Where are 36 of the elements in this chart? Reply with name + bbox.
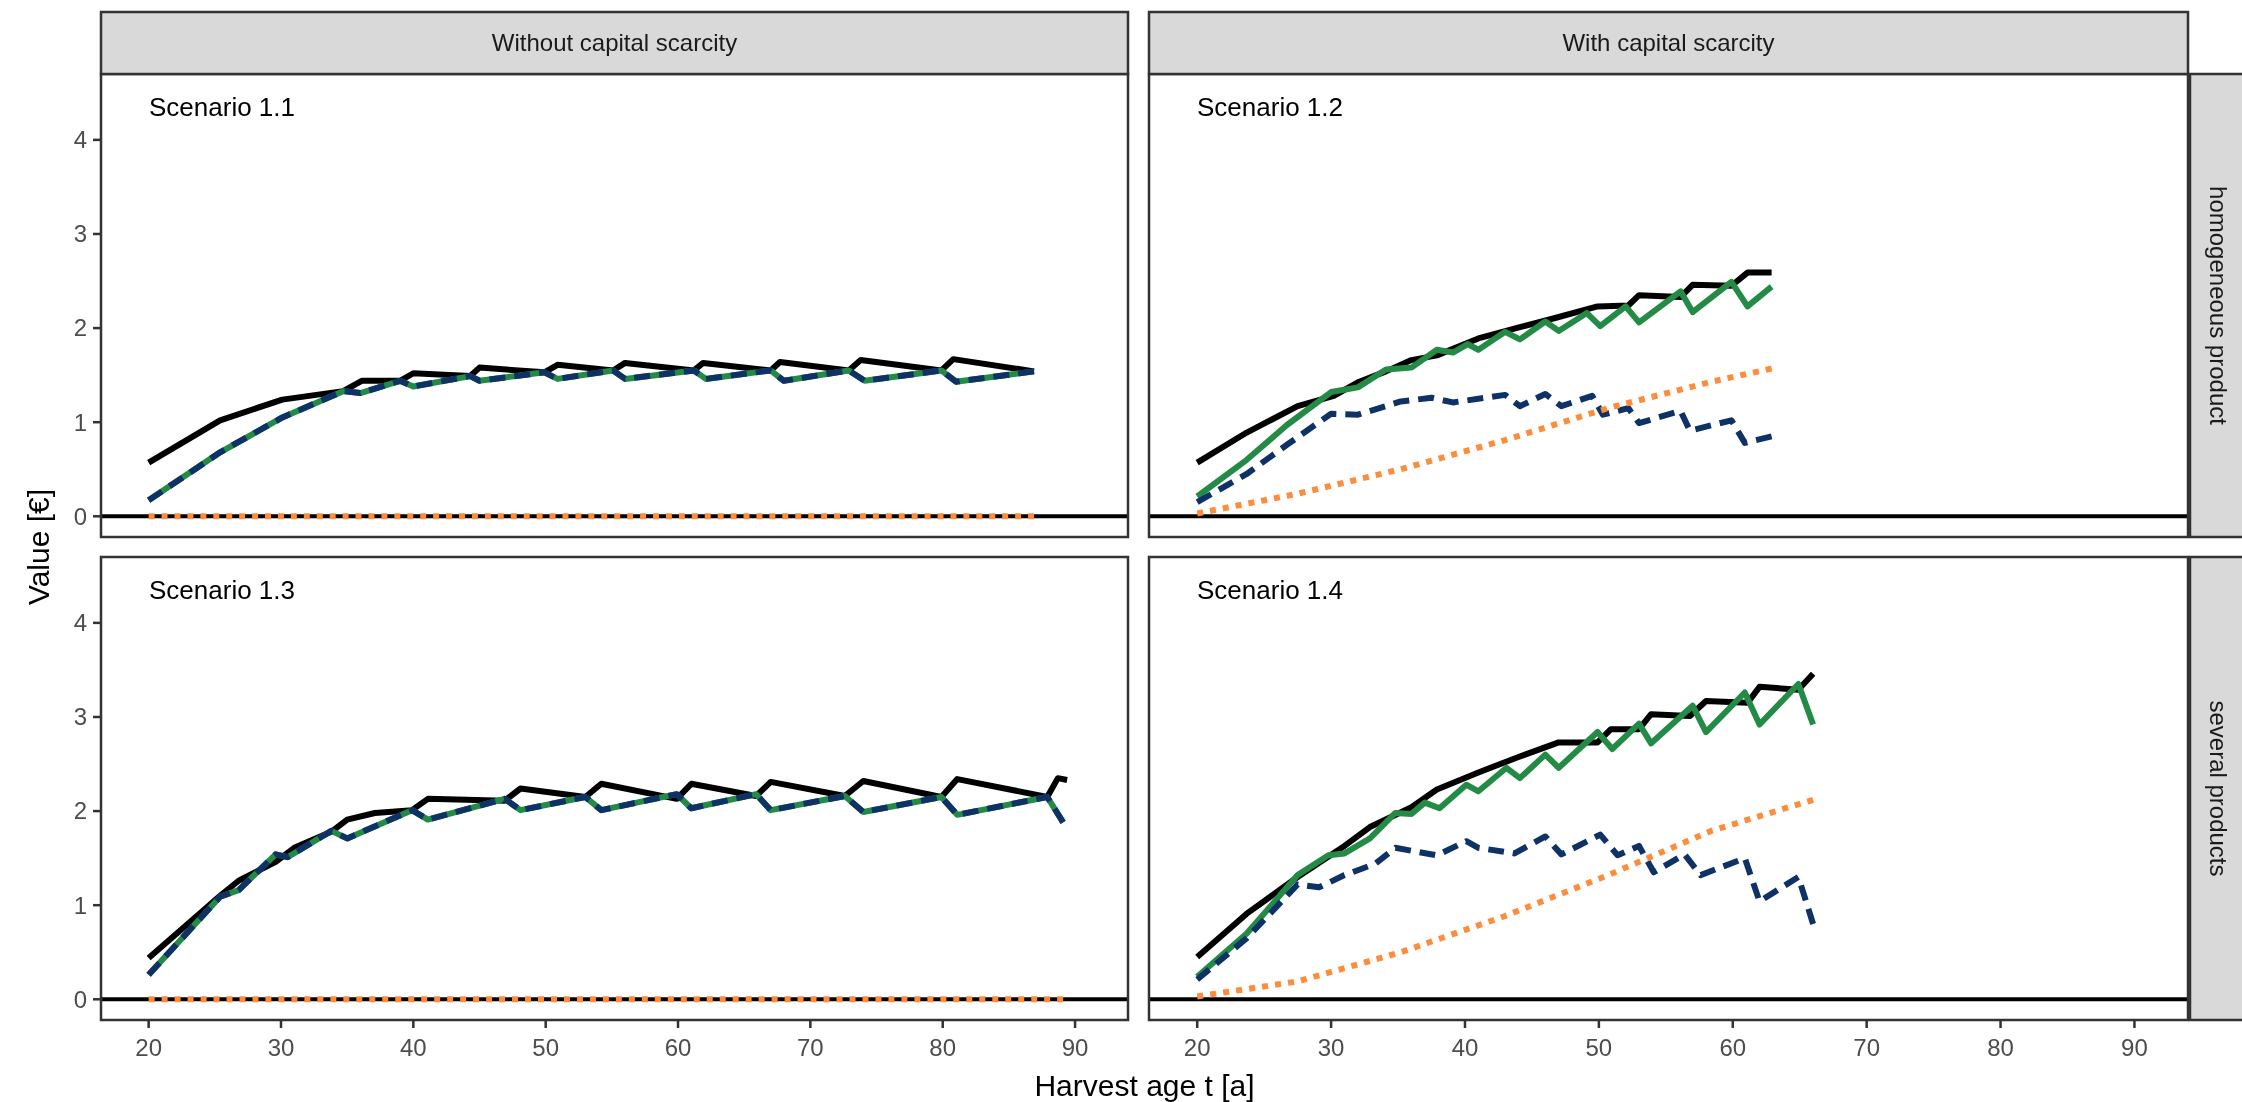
annotation: Scenario 1.2: [1197, 92, 1343, 122]
chart-title: Without capital scarcity: [491, 29, 738, 57]
x-tick-label: 90: [2121, 1034, 2148, 1061]
x-tick-label: 50: [1585, 1034, 1613, 1061]
x-tick-label: 80: [1987, 1034, 2014, 1061]
y-tick-label: 0: [73, 502, 87, 530]
x-tick-label: 90: [1061, 1034, 1089, 1061]
annotation: Scenario 1.1: [149, 92, 295, 122]
x-tick-label: 40: [399, 1034, 427, 1061]
y-tick-label: 4: [73, 609, 87, 637]
x-tick-label: 20: [135, 1034, 162, 1061]
y-tick-label: 3: [73, 220, 87, 248]
annotation: Scenario 1.4: [1197, 575, 1343, 605]
y-tick-label: 0: [73, 985, 87, 1013]
x-tick-label: 80: [929, 1034, 957, 1061]
y-tick-label: 2: [73, 797, 87, 825]
x-tick-label: 70: [797, 1034, 824, 1061]
y-tick-label: 1: [73, 408, 87, 436]
x-tick-label: 40: [1451, 1034, 1479, 1061]
x-tick-label: 70: [1853, 1034, 1881, 1061]
x-tick-label: 30: [1317, 1034, 1345, 1061]
chart-title: With capital scarcity: [1562, 29, 1775, 57]
x-axis-title: Harvest age t [a]: [1034, 1069, 1255, 1102]
y2-axis-title: homogeneous product: [2204, 186, 2232, 426]
x-tick-label: 60: [1719, 1034, 1747, 1061]
y-tick-label: 1: [73, 891, 87, 919]
y-axis-title: Value [€]: [21, 488, 55, 606]
x-tick-label: 20: [1183, 1034, 1211, 1061]
y-tick-label: 2: [73, 314, 87, 342]
x-tick-label: 50: [532, 1034, 560, 1061]
x-tick-label: 30: [267, 1034, 295, 1061]
y2-axis-title: several products: [2204, 700, 2232, 877]
y-tick-label: 3: [73, 703, 87, 731]
annotation: Scenario 1.3: [149, 575, 295, 605]
y-tick-label: 4: [73, 126, 87, 154]
x-tick-label: 60: [664, 1034, 692, 1061]
